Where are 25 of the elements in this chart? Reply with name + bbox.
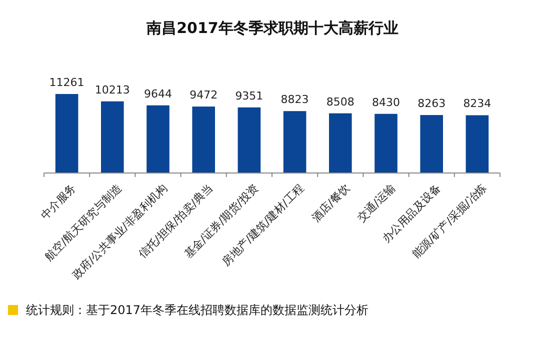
bar <box>283 111 306 173</box>
x-tick-label: 中介服务 <box>38 182 79 222</box>
data-label: 10213 <box>94 83 130 96</box>
bar <box>374 114 398 173</box>
x-tick-label: 交通/运输 <box>354 182 398 225</box>
bar <box>420 115 443 173</box>
data-label: 9351 <box>235 89 264 102</box>
bar <box>466 115 489 173</box>
x-tick-label: 酒店/餐饮 <box>309 182 352 225</box>
data-label: 8263 <box>418 97 446 110</box>
bar <box>238 107 261 173</box>
data-label: 8823 <box>280 93 309 106</box>
bar <box>329 113 352 173</box>
bar <box>146 105 170 173</box>
chart-title: 南昌2017年冬季求职期十大高薪行业 <box>146 19 398 37</box>
data-label: 11261 <box>49 76 84 89</box>
text: 统计规则：基于2017年冬季在线招聘数据库的数据监测统计分析 <box>26 303 369 317</box>
bar <box>101 101 124 173</box>
data-label: 8430 <box>372 96 400 109</box>
bar <box>192 106 215 173</box>
data-label: 9472 <box>190 88 218 102</box>
data-label: 8508 <box>326 95 354 108</box>
data-label: 8234 <box>463 97 492 110</box>
bar <box>55 94 78 173</box>
data-label: 9644 <box>144 87 172 100</box>
